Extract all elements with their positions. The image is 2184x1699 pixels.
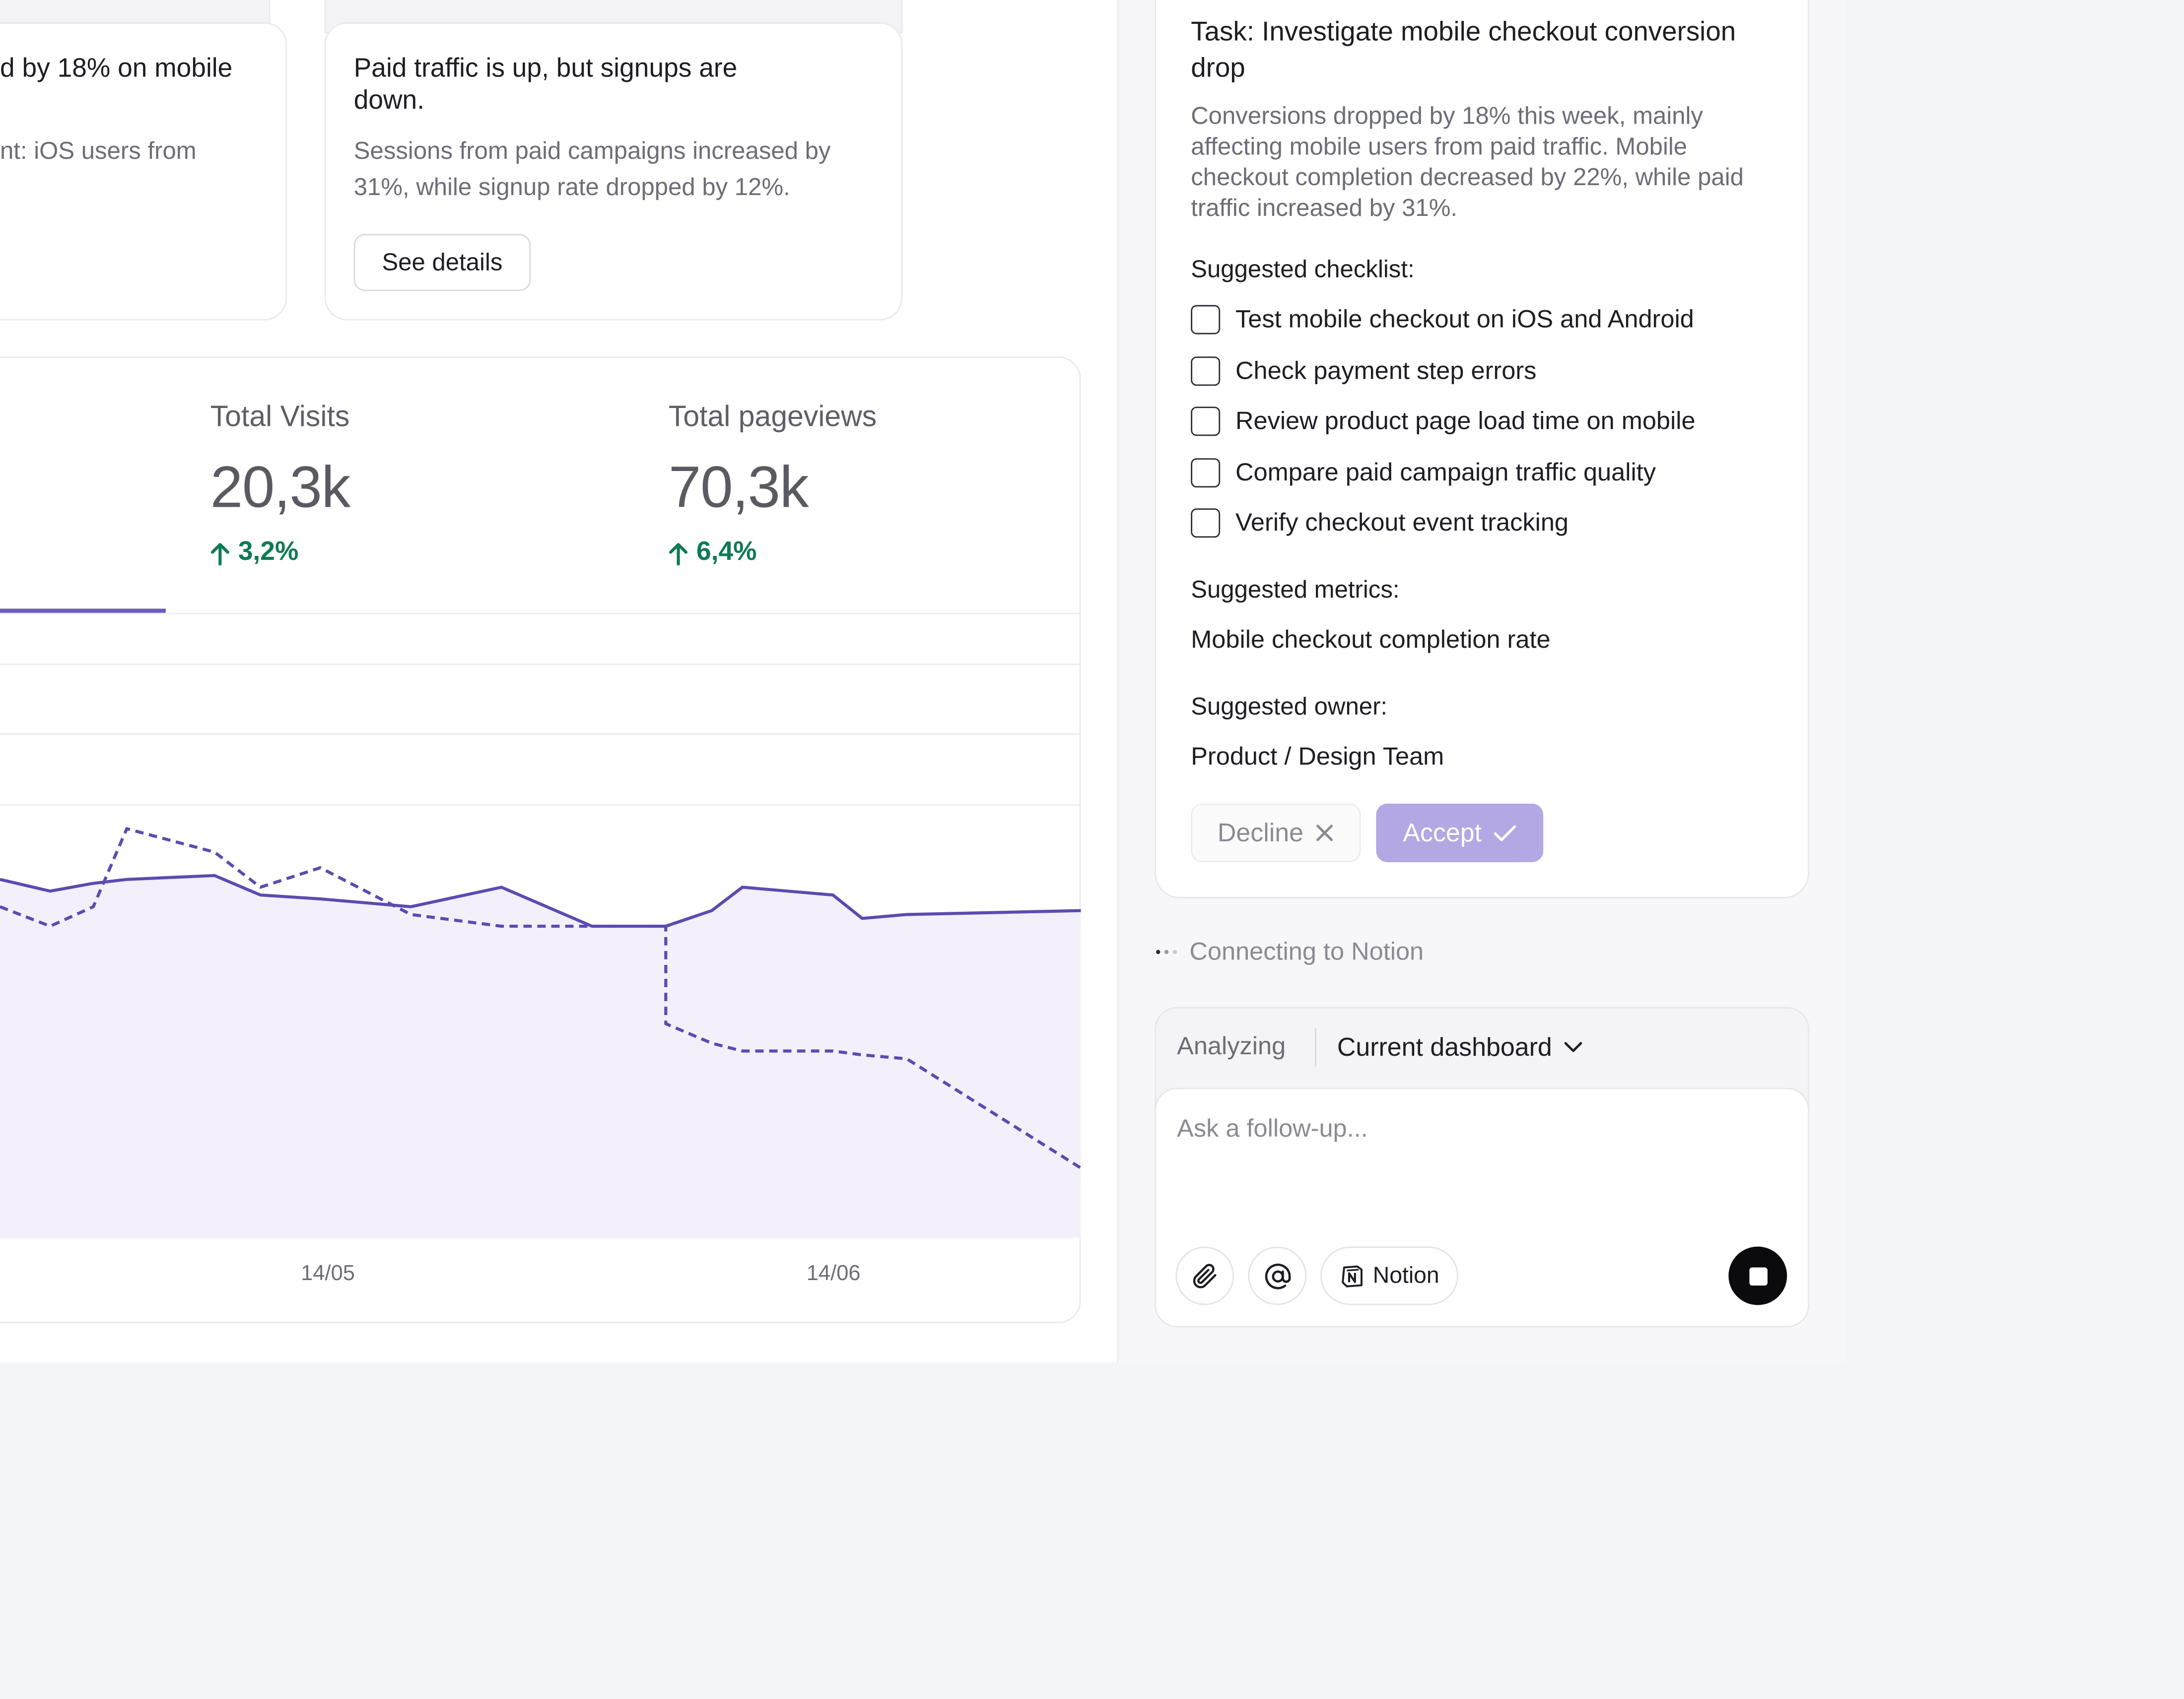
series-line-comparison xyxy=(0,827,1081,1169)
chevron-down-icon xyxy=(1565,1042,1583,1052)
suggested-owner: Product / Design Team xyxy=(1191,742,1444,770)
decline-button[interactable]: Decline xyxy=(1191,804,1361,862)
checkbox[interactable] xyxy=(1191,407,1221,436)
checklist-item[interactable]: Review product page load time on mobile xyxy=(1191,407,1696,436)
task-description: Conversions dropped by 18% this week, ma… xyxy=(1191,101,1744,222)
status-text: Connecting to Notion xyxy=(1189,937,1424,965)
insight-card-conversion[interactable] xyxy=(0,22,287,321)
notion-integration-chip[interactable]: Notion xyxy=(1320,1246,1458,1305)
stop-button[interactable] xyxy=(1728,1246,1787,1305)
series-line-current xyxy=(0,874,1081,928)
accept-button[interactable]: Accept xyxy=(1376,804,1544,862)
checklist-item-label: Review product page load time on mobile xyxy=(1235,407,1696,435)
accept-label: Accept xyxy=(1403,817,1482,847)
task-suggestion-card xyxy=(1155,0,1810,898)
context-dropdown[interactable]: Current dashboard xyxy=(1337,1028,1583,1067)
paperclip-icon xyxy=(1193,1264,1217,1289)
loading-dots-icon xyxy=(1156,950,1177,954)
decline-label: Decline xyxy=(1217,817,1304,847)
notion-logo-icon xyxy=(1341,1265,1362,1287)
stats-divider xyxy=(0,612,1080,614)
visits-chart xyxy=(0,664,1081,1238)
metrics-heading: Suggested metrics: xyxy=(1191,575,1400,604)
notion-chip-label: Notion xyxy=(1372,1262,1439,1288)
stat-label: Total Visits xyxy=(210,401,350,433)
task-title: Task: Investigate mobile checkout conver… xyxy=(1191,16,1736,84)
stat-delta-value: 6,4% xyxy=(696,538,757,567)
insight-title: Paid traffic is up, but signups are down… xyxy=(353,54,738,116)
attach-button[interactable] xyxy=(1175,1246,1234,1305)
checklist-item-label: Check payment step errors xyxy=(1235,356,1537,385)
x-tick-label: 14/05 xyxy=(301,1262,355,1286)
composer-divider xyxy=(1314,1027,1316,1067)
connection-status: Connecting to Notion xyxy=(1156,938,1424,967)
stop-icon xyxy=(1749,1267,1767,1285)
stat-delta: 3,2% xyxy=(210,538,299,568)
stat-value: 20,3k xyxy=(210,454,351,520)
checklist-item[interactable]: Check payment step errors xyxy=(1191,356,1536,386)
x-icon xyxy=(1316,824,1333,841)
checklist-item[interactable]: Compare paid campaign traffic quality xyxy=(1191,458,1656,488)
arrow-up-icon xyxy=(669,542,688,565)
owner-heading: Suggested owner: xyxy=(1191,692,1388,720)
checkbox[interactable] xyxy=(1191,458,1221,488)
checklist-item[interactable]: Test mobile checkout on iOS and Android xyxy=(1191,305,1694,335)
at-sign-icon xyxy=(1264,1263,1291,1289)
checklist-item-label: Test mobile checkout on iOS and Android xyxy=(1235,305,1694,333)
mention-button[interactable] xyxy=(1248,1246,1307,1305)
suggested-metric: Mobile checkout completion rate xyxy=(1191,625,1551,654)
see-details-button[interactable]: See details xyxy=(353,234,531,291)
stat-delta: 6,4% xyxy=(669,538,757,568)
stat-value: 70,3k xyxy=(668,454,809,520)
stat-delta-value: 3,2% xyxy=(238,538,299,567)
insight-title: d by 18% on mobile xyxy=(0,54,233,84)
checkbox[interactable] xyxy=(1191,305,1221,335)
stat-label: Total pageviews xyxy=(668,401,877,433)
series-area-fill xyxy=(0,875,1081,1238)
arrow-up-icon xyxy=(210,542,229,565)
insight-body: nt: iOS users from xyxy=(0,136,197,165)
checklist-item-label: Verify checkout event tracking xyxy=(1235,508,1569,537)
check-icon xyxy=(1494,824,1516,841)
checkbox[interactable] xyxy=(1191,508,1221,538)
checklist-item-label: Compare paid campaign traffic quality xyxy=(1235,458,1656,486)
checklist-heading: Suggested checklist: xyxy=(1191,255,1415,283)
active-tab-indicator xyxy=(0,609,166,613)
follow-up-input[interactable] xyxy=(1177,1110,1762,1147)
context-dropdown-value: Current dashboard xyxy=(1337,1032,1552,1062)
x-tick-label: 14/06 xyxy=(806,1262,861,1286)
checklist-item[interactable]: Verify checkout event tracking xyxy=(1191,508,1569,538)
analyzing-label: Analyzing xyxy=(1177,1032,1286,1060)
insight-body: Sessions from paid campaigns increased b… xyxy=(353,136,831,201)
checkbox[interactable] xyxy=(1191,356,1221,386)
